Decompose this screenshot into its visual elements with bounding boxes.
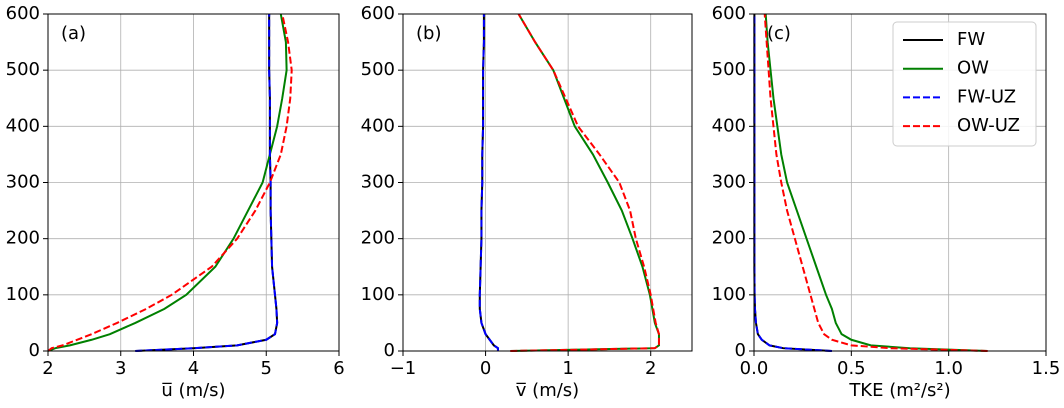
- data-line: [510, 13, 660, 352]
- x-tick-label: 0: [480, 358, 491, 379]
- y-tick-label: 500: [361, 59, 395, 80]
- plot-frame: [402, 13, 693, 352]
- legend-label: OW: [957, 58, 989, 79]
- x-tick-label: 1.5: [1032, 358, 1061, 379]
- y-tick-label: 0: [29, 340, 40, 361]
- x-axis-label: TKE (m²/s²): [848, 380, 950, 401]
- y-tick-label: 300: [712, 172, 746, 193]
- y-tick-label: 500: [712, 59, 746, 80]
- y-tick-label: 100: [712, 284, 746, 305]
- data-line: [47, 13, 293, 352]
- y-tick-label: 100: [6, 284, 40, 305]
- y-tick-label: 400: [361, 115, 395, 136]
- x-tick-label: 1.0: [934, 358, 963, 379]
- x-tick-label: 0.0: [740, 358, 769, 379]
- data-line: [764, 13, 988, 352]
- y-tick-label: 0: [384, 340, 395, 361]
- y-tick-label: 0: [735, 340, 746, 361]
- data-line: [763, 13, 988, 352]
- y-tick-label: 300: [6, 172, 40, 193]
- x-axis-label: v̅ (m/s): [516, 380, 580, 401]
- x-axis-label: u̅ (m/s): [161, 380, 225, 401]
- panel-label: (a): [61, 23, 86, 44]
- x-tick-label: 2: [42, 358, 53, 379]
- y-tick-label: 400: [712, 115, 746, 136]
- y-tick-label: 400: [6, 115, 40, 136]
- plot-frame: [753, 13, 1047, 352]
- y-tick-label: 200: [6, 228, 40, 249]
- legend-label: OW-UZ: [957, 115, 1020, 136]
- y-tick-label: 200: [712, 228, 746, 249]
- y-tick-label: 100: [361, 284, 395, 305]
- x-tick-label: 3: [115, 358, 126, 379]
- legend-label: FW: [957, 29, 985, 50]
- y-tick-label: 600: [6, 3, 40, 24]
- y-tick-label: 500: [6, 59, 40, 80]
- x-tick-label: 1: [562, 358, 573, 379]
- legend-label: FW-UZ: [957, 86, 1016, 107]
- x-tick-label: −1: [390, 358, 417, 379]
- plot-frame: [47, 13, 340, 352]
- x-tick-label: 2: [645, 358, 656, 379]
- x-tick-label: 4: [188, 358, 199, 379]
- data-line: [135, 14, 279, 352]
- x-tick-label: 6: [333, 358, 344, 379]
- x-tick-label: 5: [261, 358, 272, 379]
- y-tick-label: 600: [361, 3, 395, 24]
- x-tick-label: 0.5: [837, 358, 866, 379]
- y-tick-label: 600: [712, 3, 746, 24]
- y-tick-label: 300: [361, 172, 395, 193]
- data-line: [478, 14, 499, 351]
- legend-box: [892, 21, 1037, 147]
- y-tick-label: 200: [361, 228, 395, 249]
- panel-label: (b): [416, 23, 441, 44]
- panel-label: (c): [767, 23, 791, 44]
